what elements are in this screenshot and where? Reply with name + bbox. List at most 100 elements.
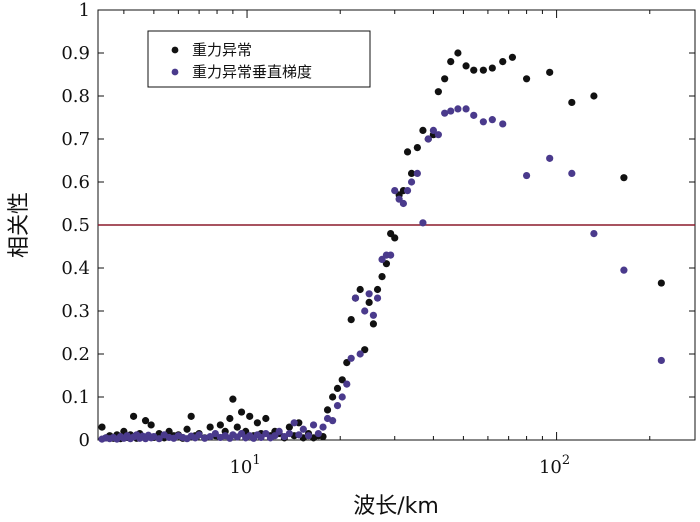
- data-point: [620, 266, 628, 274]
- data-point: [488, 64, 496, 72]
- y-tick-label: 0.3: [61, 301, 90, 322]
- data-point: [620, 174, 628, 182]
- data-point: [347, 354, 355, 362]
- data-point: [369, 311, 378, 319]
- data-point: [407, 169, 416, 177]
- data-point: [657, 356, 665, 365]
- data-point: [590, 230, 598, 238]
- data-point: [373, 294, 382, 302]
- data-point: [141, 417, 150, 425]
- data-point: [568, 98, 576, 107]
- data-point: [479, 118, 487, 126]
- data-point: [441, 109, 449, 117]
- y-tick-label: 0.8: [61, 86, 90, 107]
- y-tick-labels: 0 0.1 0.2 0.3 0.4 0.5 0.6 0.7 0.8 0.9 1: [61, 0, 90, 451]
- y-tick-label: 0.7: [61, 129, 90, 150]
- data-point: [499, 58, 507, 66]
- data-point: [216, 421, 224, 429]
- legend-label-vertical-gradient: 重力异常垂直梯度: [192, 63, 312, 81]
- x-tick-label: 102: [539, 453, 570, 478]
- data-point: [343, 359, 351, 367]
- data-point: [195, 431, 203, 439]
- data-point: [319, 423, 327, 431]
- data-point: [434, 131, 442, 139]
- data-point: [183, 425, 191, 433]
- data-point: [201, 434, 209, 442]
- data-point: [387, 251, 395, 259]
- data-point: [657, 279, 665, 287]
- data-point: [351, 294, 360, 302]
- data-point: [419, 219, 427, 227]
- data-point: [590, 92, 598, 100]
- data-point: [237, 408, 246, 416]
- data-point: [343, 380, 351, 388]
- data-point: [413, 144, 421, 152]
- data-point: [262, 414, 270, 423]
- data-points: [98, 49, 665, 443]
- data-point: [299, 425, 307, 433]
- data-point: [419, 126, 427, 134]
- y-axis-title: 相关性: [7, 192, 32, 258]
- data-point: [508, 53, 517, 61]
- x-tick-labels: 101 102: [229, 453, 570, 478]
- y-tick-label: 0.4: [61, 258, 90, 279]
- data-point: [479, 66, 487, 74]
- y-tick-label: 0: [79, 430, 90, 451]
- data-point: [246, 412, 254, 420]
- y-tick-label: 0.6: [61, 172, 90, 193]
- data-point: [229, 395, 237, 403]
- data-point: [211, 429, 219, 438]
- data-point: [329, 393, 337, 401]
- legend-marker-gravity-anomaly: [171, 46, 179, 54]
- data-point: [356, 285, 364, 294]
- data-point: [356, 350, 364, 358]
- legend-label-gravity-anomaly: 重力异常: [192, 41, 252, 59]
- y-tick-label: 0.9: [61, 43, 90, 64]
- data-point: [257, 433, 265, 442]
- data-point: [262, 429, 270, 438]
- data-point: [454, 49, 462, 57]
- data-point: [187, 412, 195, 420]
- y-tick-label: 1: [79, 0, 90, 21]
- data-point: [470, 111, 478, 119]
- data-point: [365, 290, 373, 298]
- data-point: [98, 423, 106, 431]
- data-point: [499, 120, 507, 128]
- data-point: [546, 154, 554, 162]
- data-point: [403, 187, 412, 195]
- data-point: [333, 384, 342, 392]
- data-point: [309, 421, 318, 429]
- data-point: [329, 417, 337, 425]
- data-point: [391, 187, 399, 195]
- data-point: [568, 169, 576, 177]
- y-tick-label: 0.5: [61, 215, 90, 236]
- data-point: [314, 429, 322, 438]
- data-point: [424, 135, 432, 143]
- legend-marker-vertical-gradient: [171, 68, 179, 76]
- data-point: [338, 393, 346, 401]
- data-point: [361, 346, 369, 354]
- y-tick-label: 0.2: [61, 344, 90, 365]
- data-point: [347, 316, 355, 324]
- data-point: [233, 423, 241, 431]
- data-point: [447, 107, 455, 115]
- series-1: [98, 105, 665, 443]
- data-point: [546, 68, 554, 76]
- data-point: [323, 406, 332, 414]
- data-point: [361, 307, 369, 315]
- data-point: [253, 419, 261, 427]
- data-point: [441, 75, 449, 83]
- data-point: [285, 429, 293, 438]
- data-point: [155, 435, 163, 443]
- legend-box: [147, 30, 371, 88]
- data-point: [434, 88, 442, 96]
- data-point: [333, 402, 342, 410]
- data-point: [285, 423, 293, 431]
- x-tick-label: 101: [229, 453, 260, 478]
- data-point: [462, 62, 470, 70]
- data-point: [304, 432, 313, 440]
- data-point: [407, 178, 416, 186]
- data-point: [454, 105, 462, 113]
- data-point: [129, 412, 138, 420]
- data-point: [447, 58, 455, 66]
